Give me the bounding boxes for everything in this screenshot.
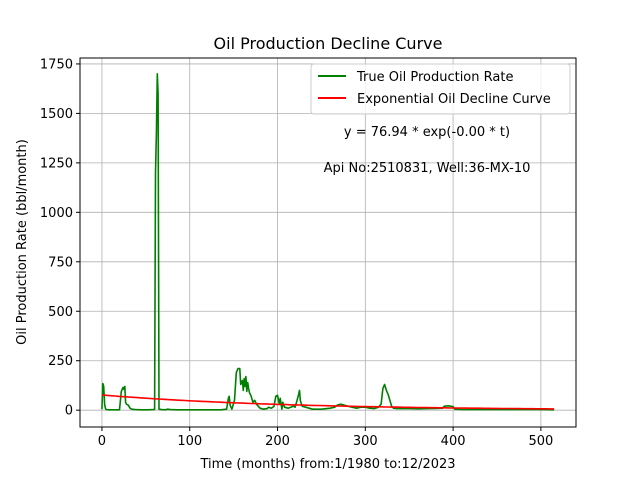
x-tick-label: 100 (177, 434, 202, 449)
well-annotation: Api No:2510831, Well:36-MX-10 (324, 161, 531, 176)
y-tick-label: 0 (65, 404, 73, 419)
legend: True Oil Production Rate Exponential Oil… (310, 63, 571, 115)
y-tick-label: 750 (48, 255, 73, 270)
y-axis-label: Oil Production Rate (bbl/month) (15, 139, 30, 345)
y-tick-label: 1000 (40, 206, 73, 221)
y-tick-label: 500 (48, 305, 73, 320)
x-axis-label: Time (months) from:1/1980 to:12/2023 (199, 457, 455, 472)
x-tick-label: 300 (353, 434, 378, 449)
y-tick-label: 1750 (40, 57, 73, 72)
equation-annotation: y = 76.94 * exp(-0.00 * t) (344, 125, 510, 140)
y-tick-label: 1250 (40, 156, 73, 171)
axes-frame (79, 57, 577, 428)
legend-box (310, 63, 571, 115)
chart-title: Oil Production Decline Curve (214, 34, 443, 53)
y-tick-label: 250 (48, 354, 73, 369)
legend-label-exponential-decline: Exponential Oil Decline Curve (357, 92, 551, 107)
x-tick-label: 400 (441, 434, 466, 449)
x-tick-label: 200 (265, 434, 290, 449)
ticks: 0 100 200 300 400 500 0 250 500 750 1000 1250 1500 17… (40, 57, 553, 449)
series-line-exponential-decline (101, 394, 555, 410)
x-tick-label: 500 (528, 434, 553, 449)
y-tick-label: 1500 (40, 107, 73, 122)
legend-label-true-production: True Oil Production Rate (356, 70, 513, 85)
plot-lines (101, 73, 555, 411)
series-line-true-production (101, 73, 555, 411)
x-tick-label: 0 (98, 434, 106, 449)
